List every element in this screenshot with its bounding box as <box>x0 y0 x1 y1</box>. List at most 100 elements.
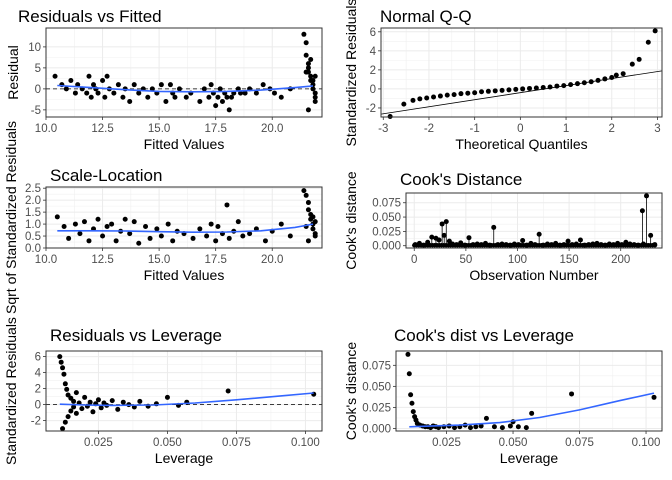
data-point <box>569 242 575 248</box>
data-point <box>458 91 464 97</box>
data-point <box>408 392 414 398</box>
x-tick-label: 200 <box>611 254 630 266</box>
x-tick-label: 0.100 <box>291 437 320 449</box>
data-point <box>82 394 88 400</box>
data-point <box>573 241 579 247</box>
y-tick-label: 4 <box>370 46 377 58</box>
data-point <box>52 73 58 79</box>
x-tick-label: 0.075 <box>565 437 594 449</box>
data-point <box>652 28 658 34</box>
data-point <box>145 94 151 100</box>
data-point <box>473 424 479 430</box>
data-point <box>240 233 246 239</box>
data-point <box>226 107 232 113</box>
data-point <box>565 238 571 244</box>
data-point <box>636 56 642 62</box>
x-axis-label: Fitted Values <box>144 267 225 283</box>
data-point <box>529 410 535 416</box>
data-point <box>149 86 155 92</box>
data-point <box>163 98 169 104</box>
data-point <box>305 238 311 244</box>
data-point <box>86 73 92 79</box>
reference-line <box>380 70 663 115</box>
data-point <box>147 235 153 241</box>
data-point <box>183 94 189 100</box>
data-point <box>310 226 316 232</box>
data-point <box>72 90 78 96</box>
data-point <box>511 241 517 247</box>
data-point <box>305 207 311 213</box>
data-point <box>312 98 318 104</box>
data-point <box>79 406 85 412</box>
data-point <box>640 241 646 247</box>
data-point <box>513 86 519 92</box>
data-point <box>458 240 464 246</box>
data-point <box>606 241 612 247</box>
data-point <box>540 84 546 90</box>
data-point <box>444 92 450 98</box>
data-point <box>492 88 498 94</box>
data-point <box>90 409 96 415</box>
data-point <box>172 94 178 100</box>
data-point <box>629 61 635 67</box>
x-tick-label: 20.0 <box>261 123 283 135</box>
y-tick-label: 0.000 <box>372 241 401 253</box>
data-point <box>581 80 587 86</box>
y-tick-label: 0.5 <box>25 231 41 243</box>
data-point <box>154 226 160 232</box>
data-point <box>167 82 173 88</box>
data-point <box>536 231 542 237</box>
panel-background <box>381 28 662 117</box>
data-point <box>412 242 418 248</box>
y-tick-label: 0 <box>35 84 41 96</box>
data-point <box>308 73 314 79</box>
y-tick-label: 2.5 <box>25 183 41 195</box>
data-point <box>57 354 63 360</box>
data-point <box>515 424 521 430</box>
data-point <box>278 221 284 227</box>
data-point <box>503 242 509 248</box>
y-tick-label: -5 <box>31 105 41 117</box>
data-point <box>506 87 512 93</box>
y-tick-label: 2 <box>35 384 41 396</box>
data-point <box>554 83 560 89</box>
data-point <box>247 231 253 237</box>
data-point <box>226 235 232 241</box>
data-point <box>219 98 225 104</box>
y-tick-label: 0.025 <box>372 226 401 238</box>
x-tick-label: -1 <box>470 123 480 135</box>
data-point <box>526 85 532 91</box>
data-point <box>260 82 266 88</box>
data-point <box>305 61 311 67</box>
data-point <box>215 223 221 229</box>
data-point <box>68 77 74 83</box>
y-tick-label: 2.0 <box>25 195 41 207</box>
data-point <box>143 223 149 229</box>
data-point <box>623 239 629 245</box>
data-point <box>467 425 473 431</box>
data-point <box>305 200 311 206</box>
data-point <box>487 242 493 248</box>
data-point <box>602 242 608 248</box>
y-axis-label: Standardized Residuals <box>3 317 19 465</box>
x-tick-label: 0 <box>411 254 417 266</box>
data-point <box>516 242 522 248</box>
data-point <box>594 240 600 246</box>
data-point <box>449 241 455 247</box>
data-point <box>547 84 553 90</box>
panel-1: 10.0 12.5 15.0 17.5 20.0 -5 0 5 10 Residuals vs F… <box>5 7 323 152</box>
data-point <box>424 95 430 101</box>
data-point <box>437 93 443 99</box>
data-point <box>417 96 423 102</box>
y-axis-label: Residual <box>5 45 21 99</box>
data-point <box>58 359 64 365</box>
panel-border <box>45 186 323 249</box>
data-point <box>204 233 210 239</box>
data-point <box>235 219 241 225</box>
data-point <box>104 223 110 229</box>
y-tick-label: -2 <box>31 416 41 428</box>
data-point <box>136 90 142 96</box>
data-point <box>158 82 164 88</box>
data-point <box>301 188 307 194</box>
data-point <box>478 242 484 248</box>
